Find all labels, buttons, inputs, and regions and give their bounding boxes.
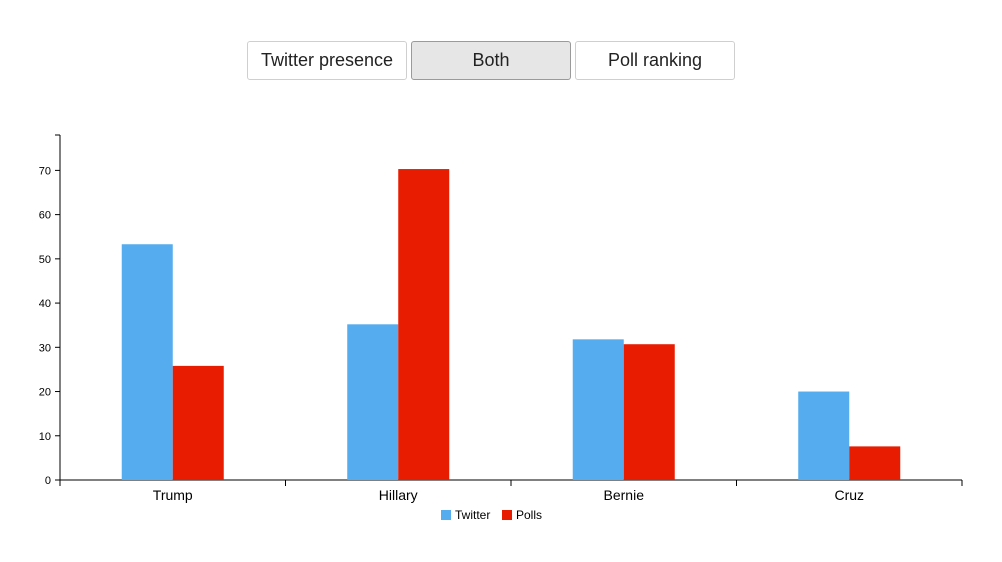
y-tick-label: 10 (39, 431, 51, 443)
y-tick-label: 60 (39, 210, 51, 222)
y-tick-label: 70 (39, 165, 51, 177)
legend-swatch-twitter (441, 510, 451, 520)
x-category-label: Bernie (604, 487, 645, 503)
x-category-label: Hillary (379, 487, 418, 503)
both-button[interactable]: Both (411, 41, 571, 80)
legend-label-polls: Polls (516, 508, 542, 522)
y-tick-label: 50 (39, 254, 51, 266)
y-tick-label: 40 (39, 298, 51, 310)
bar-polls-trump (172, 365, 224, 480)
legend-label-twitter: Twitter (455, 508, 490, 522)
y-tick-label: 20 (39, 387, 51, 399)
bar-polls-hillary (398, 169, 450, 481)
twitter-presence-button[interactable]: Twitter presence (247, 41, 407, 80)
bar-polls-cruz (849, 446, 901, 480)
view-toggle-group: Twitter presence Both Poll ranking (247, 41, 735, 80)
bar-twitter-hillary (347, 324, 399, 480)
legend-swatch-polls (502, 510, 512, 520)
poll-ranking-button[interactable]: Poll ranking (575, 41, 735, 80)
x-category-label: Trump (153, 487, 193, 503)
bar-polls-bernie (623, 344, 675, 480)
y-tick-label: 30 (39, 342, 51, 354)
y-tick-label: 0 (45, 475, 51, 487)
bar-twitter-trump (121, 244, 173, 480)
x-category-label: Cruz (834, 487, 864, 503)
bar-twitter-cruz (798, 391, 850, 480)
bar-twitter-bernie (572, 339, 624, 480)
